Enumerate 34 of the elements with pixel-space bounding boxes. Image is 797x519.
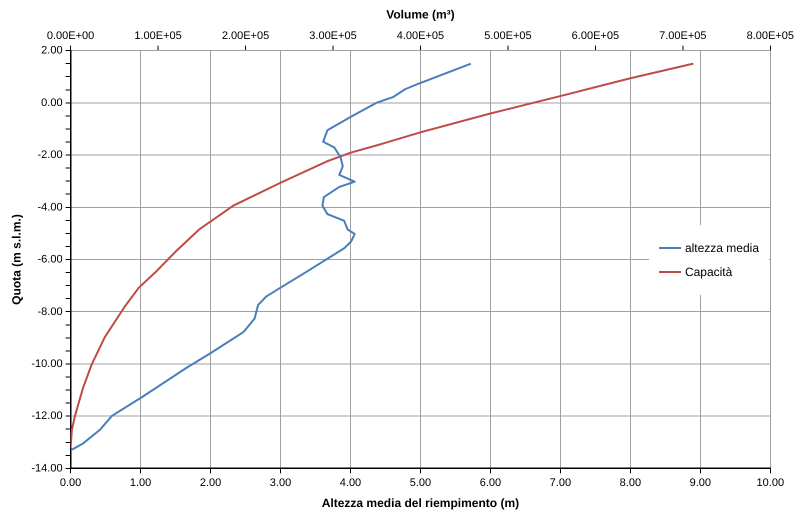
x2-tick-label: 6.00E+05	[572, 30, 620, 42]
y-tick-label: -8.00	[38, 306, 63, 318]
x-tick-label: 6.00	[480, 477, 502, 490]
y-tick-label: -4.00	[38, 201, 63, 214]
y-tick-label: 2.00	[41, 44, 63, 57]
x2-tick-label: 7.00E+05	[659, 30, 707, 42]
y-tick-label: 0.00	[41, 96, 63, 109]
x2-tick-label: 2.00E+05	[222, 30, 270, 42]
x-axis-title: Altezza media del riempimento (m)	[322, 496, 520, 510]
x-tick-label: 7.00	[550, 477, 572, 490]
x-tick-label: 9.00	[690, 477, 712, 490]
x2-tick-label: 4.00E+05	[396, 30, 444, 42]
x-tick-label: 1.00	[130, 477, 152, 490]
x-tick-label: 2.00	[200, 477, 222, 490]
x2-tick-label: 8.00E+05	[746, 30, 794, 42]
x2-axis-title: Volume (m³)	[386, 8, 455, 22]
x-tick-label: 5.00	[410, 477, 432, 490]
y-tick-label: -10.00	[31, 358, 63, 370]
y-tick-label: -6.00	[38, 254, 63, 266]
x-tick-label: 4.00	[340, 477, 362, 490]
x2-tick-label: 3.00E+05	[309, 30, 357, 42]
x2-tick-label: 5.00E+05	[484, 30, 532, 42]
x-tick-label: 3.00	[270, 477, 292, 490]
y-axis-title: Quota (m s.l.m.)	[10, 214, 24, 305]
x2-tick-label: 0.00E+00	[46, 30, 94, 42]
y-tick-label: -2.00	[38, 149, 63, 162]
x-tick-label: 8.00	[620, 477, 642, 490]
legend-label: Capacità	[684, 265, 732, 279]
y-tick-label: -12.00	[31, 410, 63, 422]
legend-label: altezza media	[684, 241, 759, 255]
x-tick-label: 10.00	[756, 477, 784, 490]
y-tick-label: -14.00	[31, 462, 63, 474]
x2-tick-label: 1.00E+05	[134, 30, 182, 42]
x-tick-label: 0.00	[60, 477, 82, 490]
